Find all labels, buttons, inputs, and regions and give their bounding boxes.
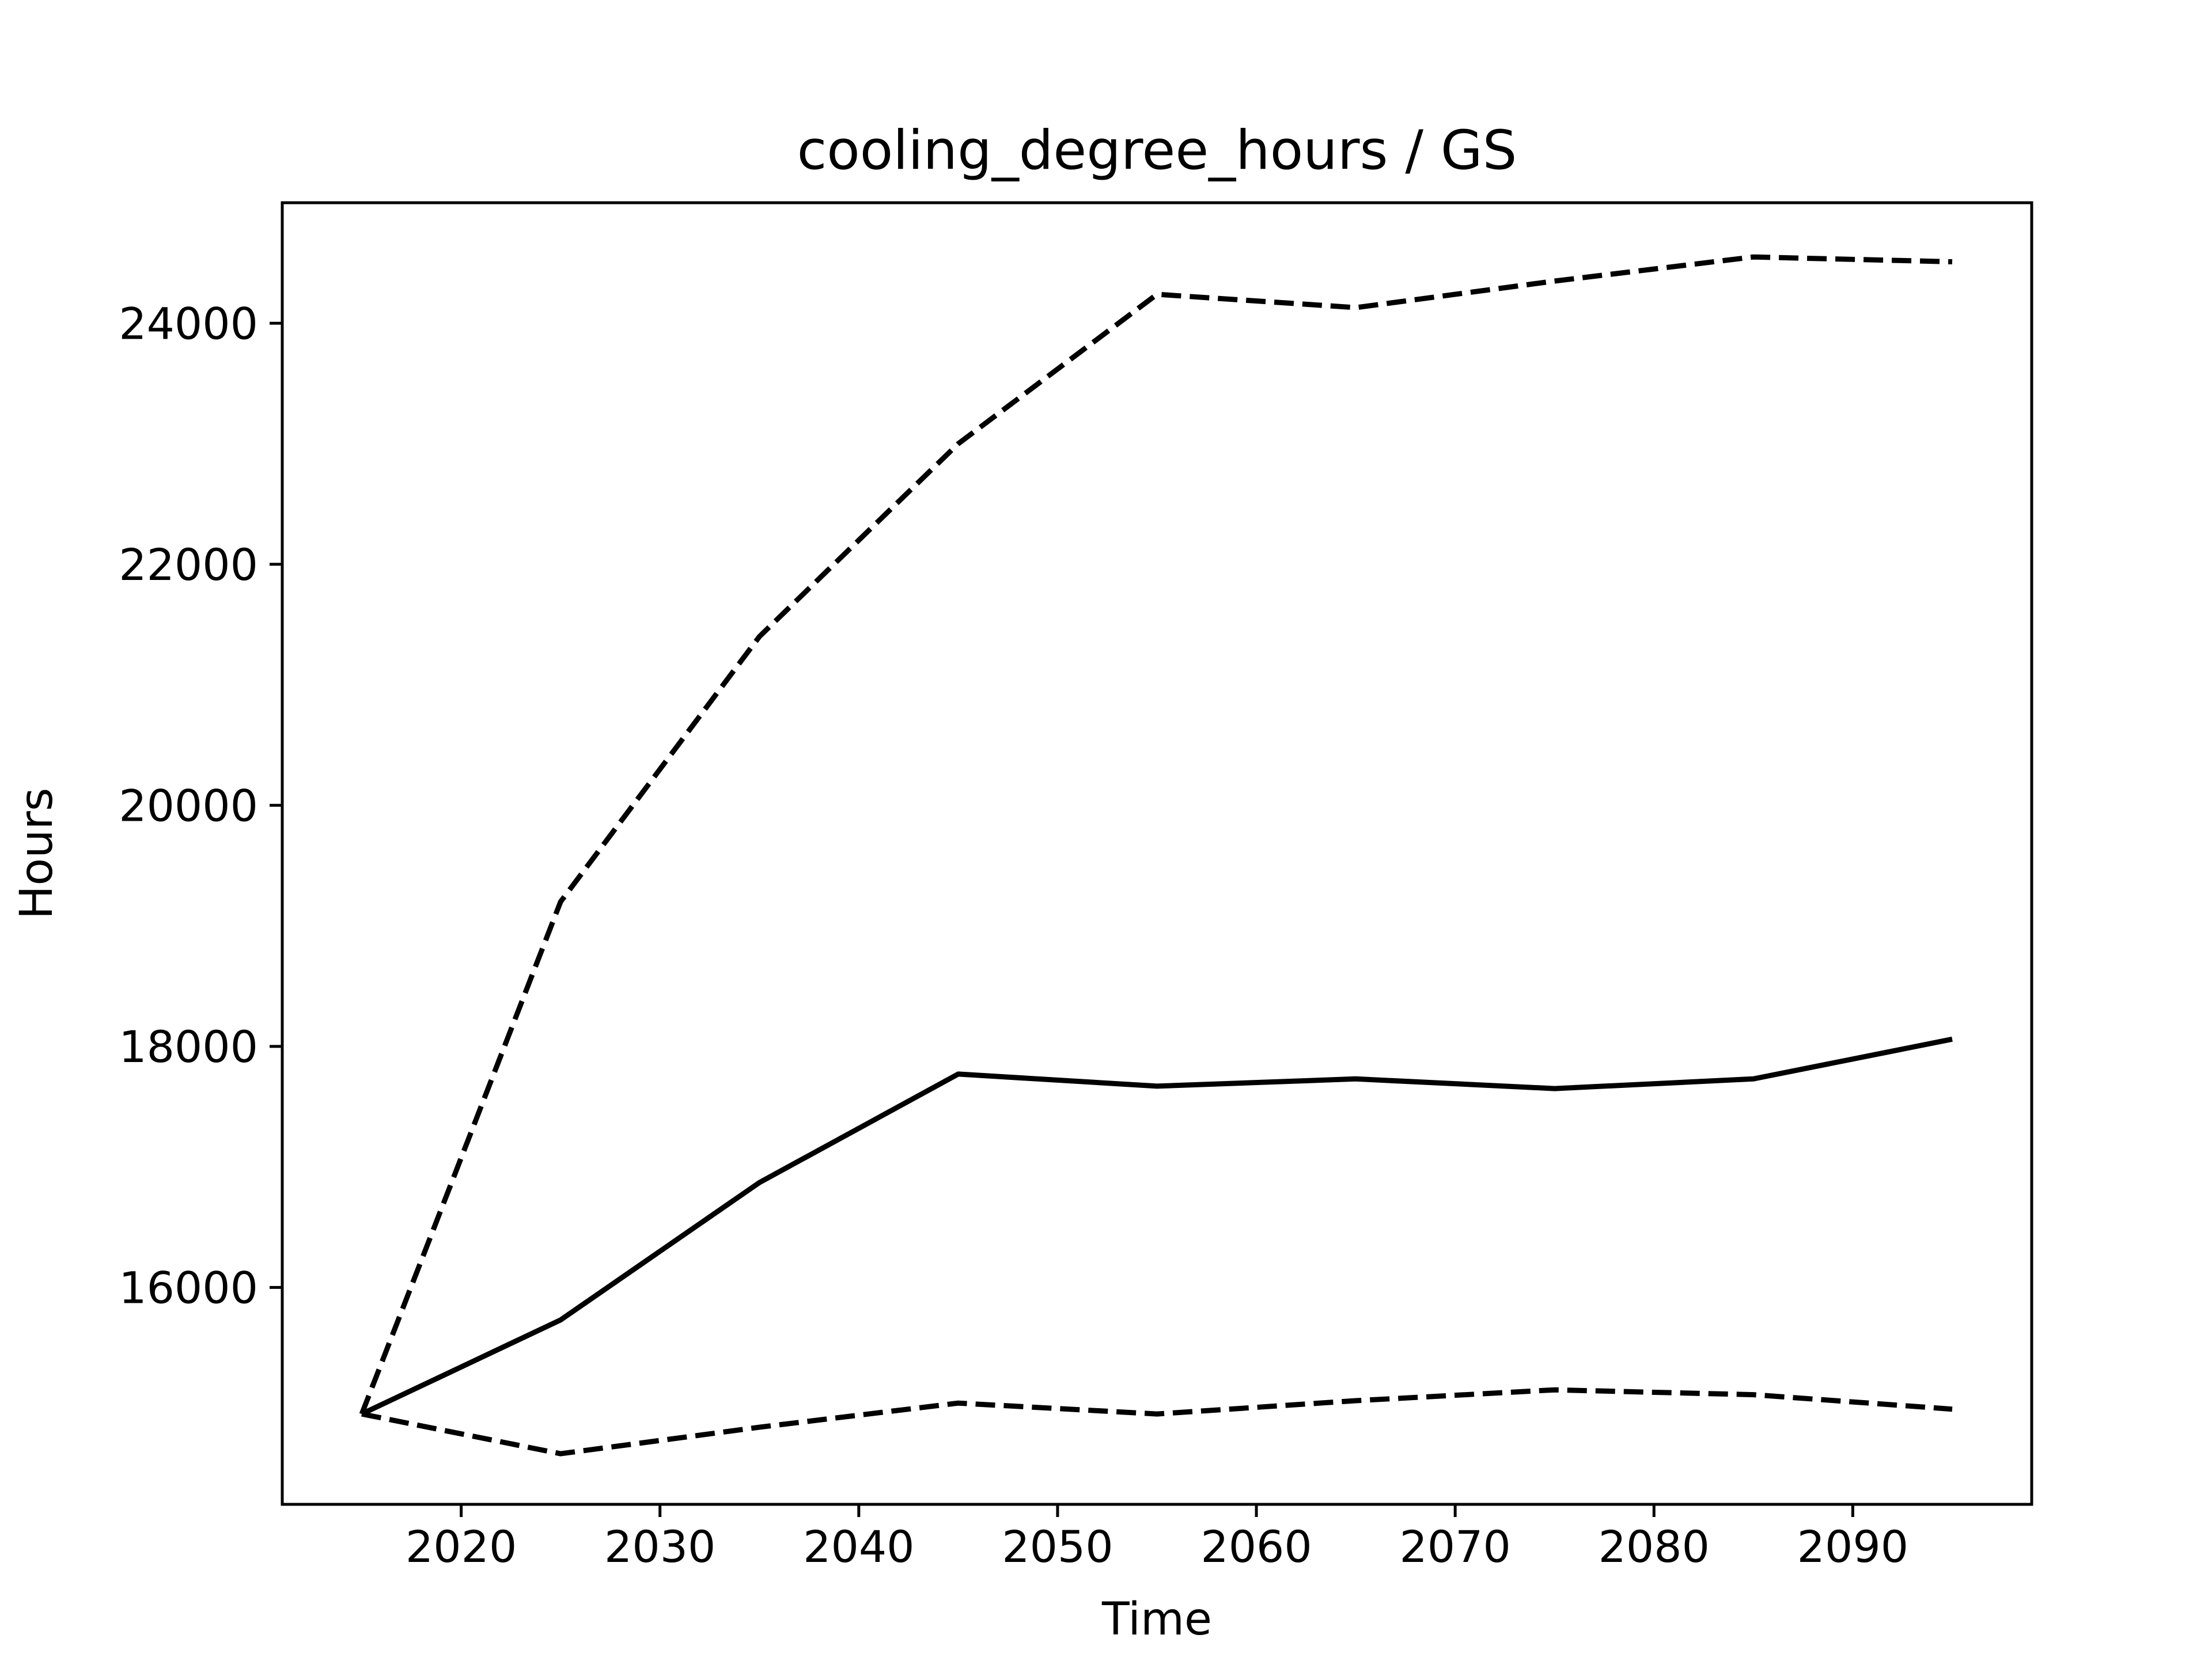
series-line-1-solid — [361, 1036, 1953, 1417]
x-tick-label: 2080 — [1599, 1521, 1710, 1572]
series-layer — [359, 254, 1953, 1457]
x-tick-label: 2020 — [406, 1521, 517, 1572]
y-axis: 16000 18000 20000 22000 24000 — [119, 298, 282, 1313]
x-axis: 2020 2030 2040 2050 2060 2070 2080 2090 — [406, 1504, 1908, 1572]
y-tick-label: 16000 — [119, 1262, 258, 1313]
series-line-2-dashed — [359, 254, 1953, 1415]
series-line-3-dashed — [361, 1387, 1953, 1457]
y-tick-label: 22000 — [119, 539, 258, 590]
plot-area-frame — [281, 201, 2033, 1506]
x-tick-label: 2060 — [1200, 1521, 1312, 1572]
x-tick-label: 2070 — [1399, 1521, 1510, 1572]
y-tick-label: 18000 — [119, 1021, 258, 1072]
y-tick-label: 24000 — [119, 298, 258, 349]
x-tick-label: 2040 — [803, 1521, 914, 1572]
x-tick-label: 2050 — [1002, 1521, 1113, 1572]
x-tick-label: 2030 — [604, 1521, 715, 1572]
y-axis-label: Hours — [11, 788, 63, 920]
x-axis-label: Time — [1101, 1594, 1212, 1645]
x-tick-label: 2090 — [1797, 1521, 1908, 1572]
chart-title: cooling_degree_hours / GS — [797, 119, 1517, 182]
y-tick-label: 20000 — [119, 780, 258, 831]
